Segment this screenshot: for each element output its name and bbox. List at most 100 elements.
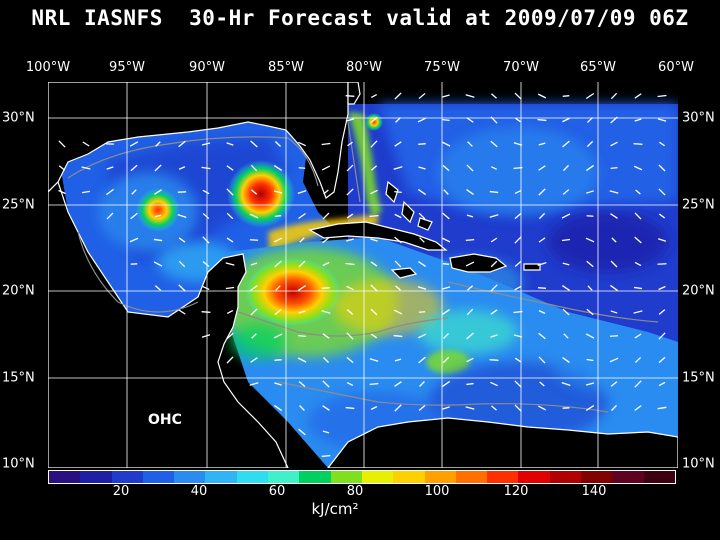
current-vector [466,332,474,340]
current-vector [419,237,425,243]
current-vector [538,356,546,364]
current-vector [465,94,475,98]
lon-label-75w: 75°W [424,60,460,75]
current-vector [346,332,354,340]
current-vector [514,357,522,363]
current-vector [466,308,474,316]
lon-label-90w: 90°W [189,60,225,75]
current-vector [634,261,642,267]
colorbar-swatch-1 [80,471,112,483]
colorbar-swatch-7 [268,471,300,483]
current-vector [418,92,426,100]
current-vector [226,188,234,196]
current-vector [250,140,258,148]
current-vector [250,357,258,363]
current-vector [417,188,427,196]
current-vector [562,95,570,97]
current-vector [562,262,570,266]
current-vector [633,165,643,171]
current-vector [345,262,355,266]
colorbar-swatch-13 [455,471,488,483]
current-vector [610,381,618,387]
current-vector [177,213,187,219]
current-vector [634,380,642,388]
current-vector [106,212,114,220]
current-vector [273,237,283,243]
current-vector [465,406,475,410]
caribbean-field [218,237,678,468]
current-vector [442,118,450,122]
current-vector [274,359,282,361]
current-vector [274,382,282,386]
map-title: NRL IASNFS 30-Hr Forecast valid at 2009/… [31,6,689,30]
current-vector [369,214,379,218]
current-vector [106,166,114,170]
current-vector [441,141,451,147]
current-vector [634,356,642,364]
current-vector [394,358,402,362]
lat-label-30n-left: 30°N [2,110,35,126]
current-vector [129,141,139,147]
current-vector [226,237,234,243]
cuba [308,221,448,251]
current-vector [394,92,402,100]
current-vector [321,310,331,314]
lon-label-80w: 80°W [346,60,382,75]
current-vector [154,285,162,291]
current-vector [297,284,307,292]
field-label: OHC [148,412,182,428]
ohc-map [48,82,678,468]
colorbar-swatch-10 [361,471,394,483]
colorbar-tick-140: 140 [581,484,607,499]
current-vector [513,166,523,170]
current-vector [347,141,353,147]
current-vector [586,116,594,124]
current-vector [635,189,641,195]
current-vector [442,406,450,410]
current-vector [514,92,522,100]
current-vector [442,263,450,265]
current-vector [322,405,330,411]
colorbar-swatch-4 [174,471,206,483]
current-vector [225,286,235,290]
current-vector [561,238,571,242]
current-vector [442,212,450,220]
current-vector [562,117,570,123]
current-vector [417,333,427,339]
current-vector [562,189,570,195]
current-vector [226,356,234,364]
current-vector [370,116,378,124]
usa-coast [48,82,349,199]
current-vector [634,118,642,122]
colorbar-units: kJ/cm² [311,500,359,518]
current-vector [201,311,211,313]
colorbar-swatch-0 [49,471,81,483]
current-vector [610,213,618,219]
current-vector [82,190,90,194]
current-vector [610,92,618,100]
current-vector [322,261,330,267]
current-vector [538,165,546,171]
current-vector [490,260,498,268]
current-vector [393,334,403,338]
current-vector [369,382,379,386]
current-vector [466,285,474,291]
current-vector [610,166,618,170]
current-vector [658,164,666,172]
current-vector [251,333,257,339]
current-vector [537,287,547,289]
colorbar-tick-120: 120 [503,484,529,499]
current-vector [394,381,402,387]
current-vector [586,260,594,268]
current-vector [418,311,426,313]
current-vector [249,382,259,386]
current-vector [538,142,546,146]
current-vector [465,261,475,267]
lat-label-20n-right: 20°N [682,283,715,299]
current-vector [298,260,306,268]
current-vector [322,287,330,289]
puerto-rico [523,263,541,271]
current-vector [154,164,162,172]
current-vector [611,237,617,243]
current-vector [393,309,403,315]
